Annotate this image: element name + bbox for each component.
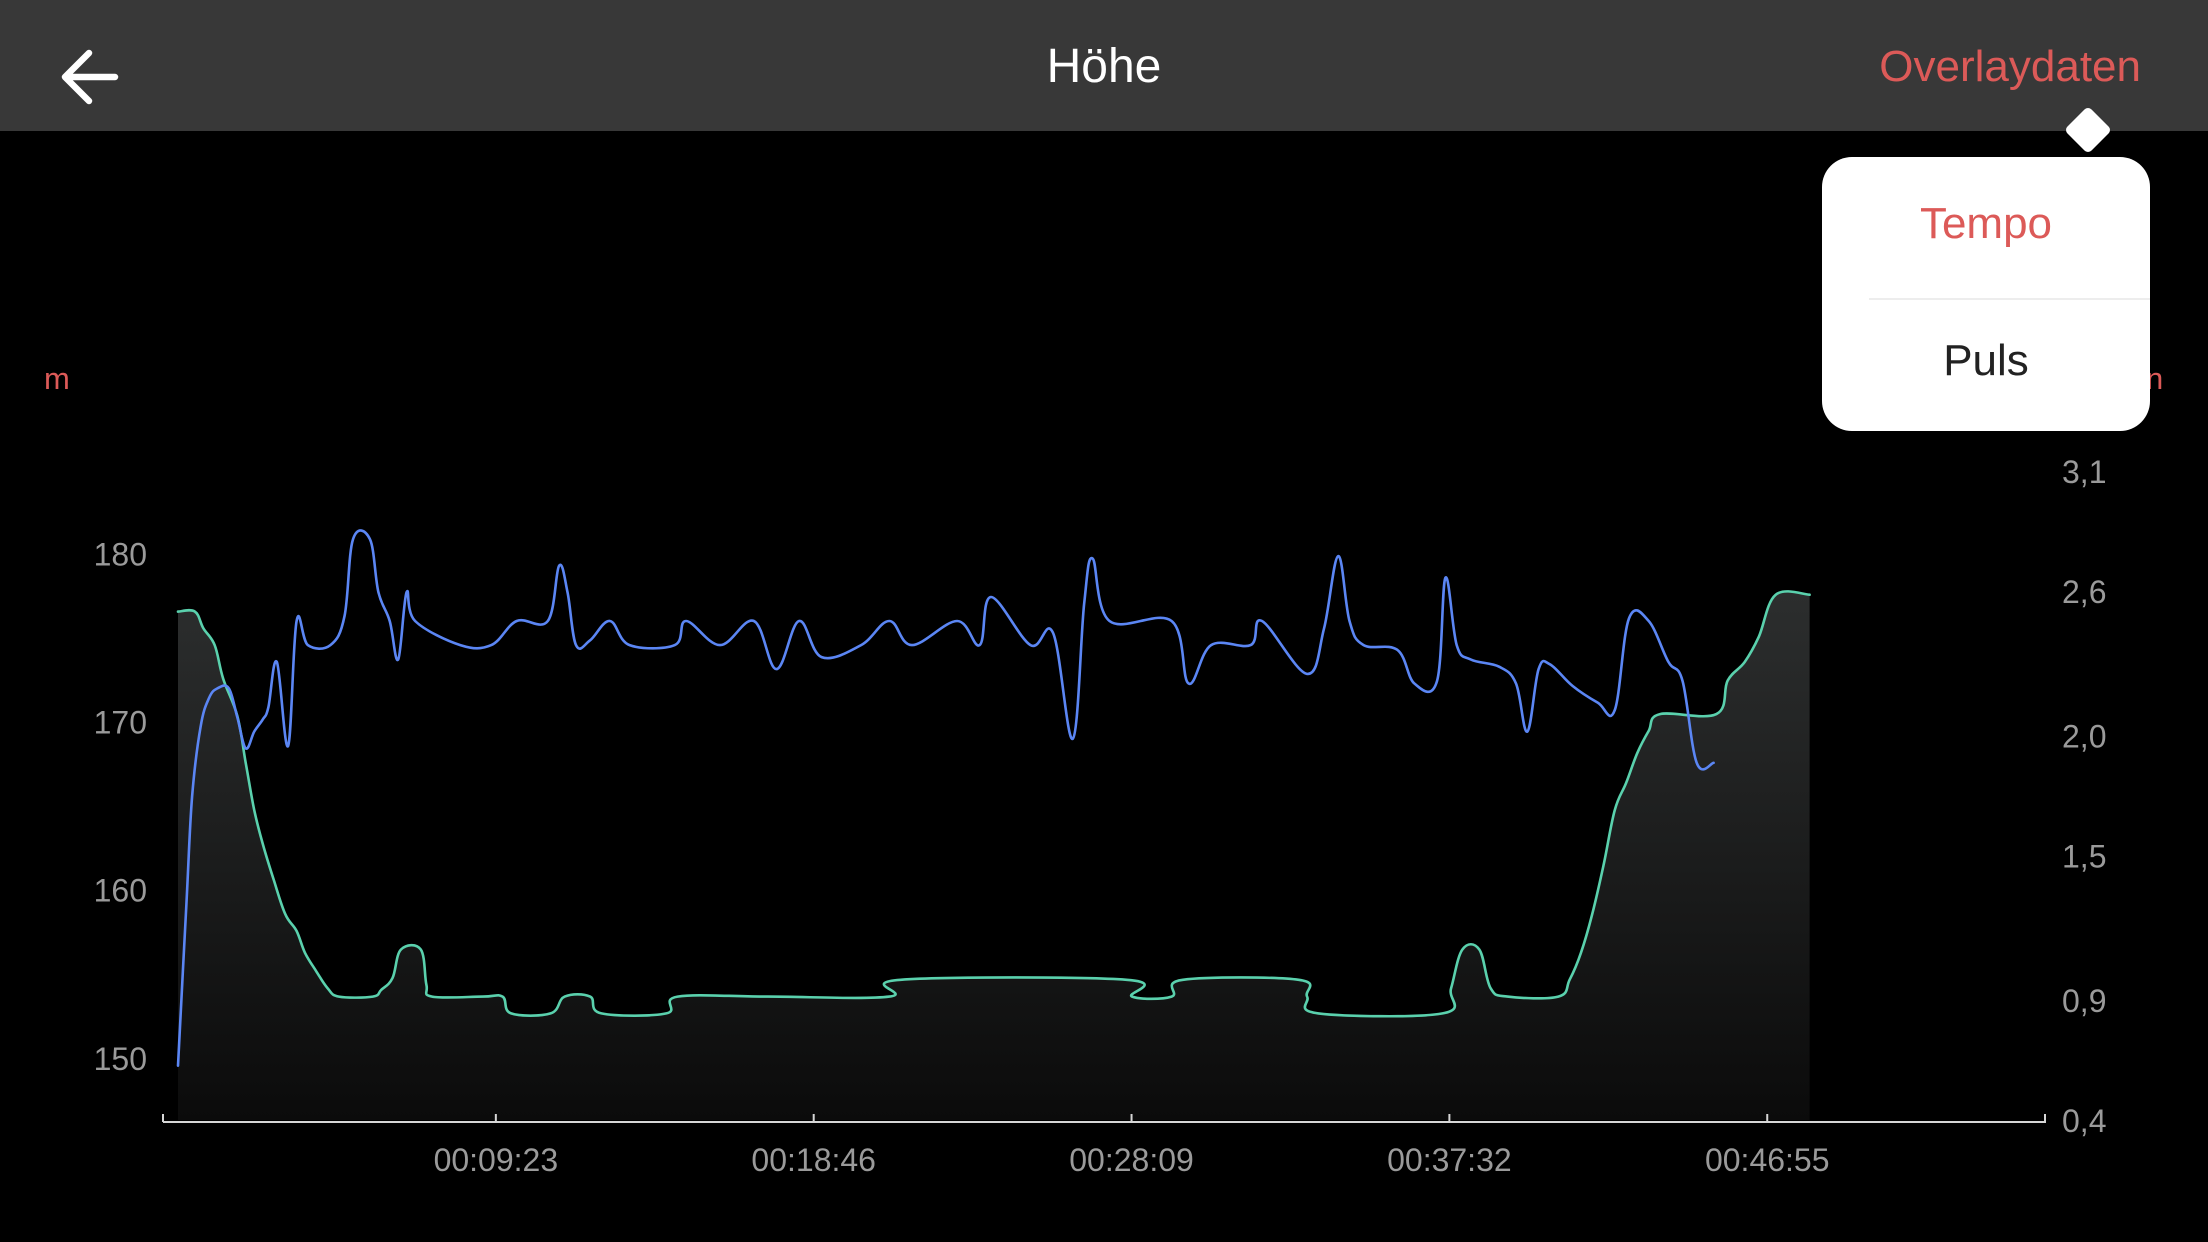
header-bar xyxy=(0,0,2208,131)
x-tick-label: 00:46:55 xyxy=(1705,1142,1830,1178)
menu-item-puls[interactable]: Puls xyxy=(1943,336,2029,385)
right-tick-label: 2,6 xyxy=(2062,574,2106,610)
left-unit-label: m xyxy=(44,361,70,396)
back-button[interactable] xyxy=(55,38,130,113)
series-1-line xyxy=(176,529,1715,1067)
right-tick-label: 1,5 xyxy=(2062,839,2106,875)
right-tick-label: 2,0 xyxy=(2062,718,2106,754)
arrow-left-icon xyxy=(61,49,119,105)
left-tick-label: 160 xyxy=(94,873,147,909)
overlay-data-button[interactable]: Overlaydaten xyxy=(1879,42,2141,91)
menu-divider xyxy=(1869,298,2150,300)
series-0-area xyxy=(178,591,1810,1120)
right-tick-label: 0,4 xyxy=(2062,1103,2106,1139)
left-tick-label: 180 xyxy=(94,536,147,572)
x-tick-label: 00:28:09 xyxy=(1069,1142,1194,1178)
x-tick-label: 00:18:46 xyxy=(751,1142,876,1178)
right-tick-label: 3,1 xyxy=(2062,454,2106,490)
menu-item-tempo[interactable]: Tempo xyxy=(1919,199,2053,248)
left-tick-label: 170 xyxy=(94,705,147,741)
x-tick-label: 00:37:32 xyxy=(1387,1142,1512,1178)
x-tick-label: 00:09:23 xyxy=(434,1142,559,1178)
altitude-chart: 00:09:23 00:18:46 00:28:09 00:37:32 00:46:55… xyxy=(44,361,2163,1178)
right-unit-label: n xyxy=(2146,361,2163,396)
overlay-menu: Tempo Puls xyxy=(1822,157,2150,431)
right-tick-label: 0,9 xyxy=(2062,983,2106,1019)
left-tick-label: 150 xyxy=(94,1041,147,1077)
series-0-line xyxy=(176,590,1811,1018)
